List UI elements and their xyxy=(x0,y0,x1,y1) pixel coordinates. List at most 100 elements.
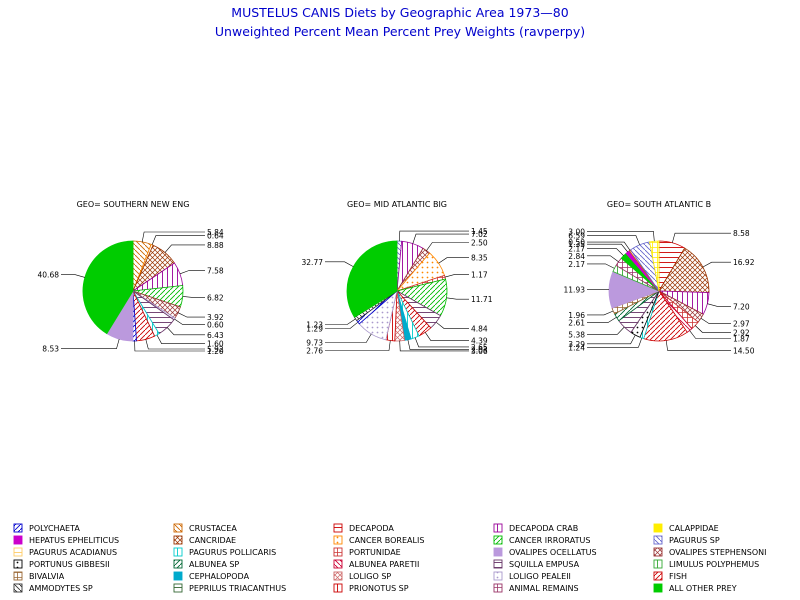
legend-swatch xyxy=(333,571,343,581)
leader-line xyxy=(424,332,469,341)
legend-label: CANCER BOREALIS xyxy=(349,536,424,545)
legend-item-albunea-sp: ALBUNEA SP xyxy=(173,559,239,569)
leader-line xyxy=(672,232,731,243)
leader-line xyxy=(164,244,205,253)
legend-swatch xyxy=(493,523,503,533)
slice-value-label: 11.71 xyxy=(471,295,493,304)
slice-value-label: 5.92 xyxy=(207,345,224,354)
leader-line xyxy=(665,340,731,351)
legend-label: PORTUNIDAE xyxy=(349,548,401,557)
legend-swatch xyxy=(493,571,503,581)
leader-line xyxy=(407,339,469,350)
leader-line xyxy=(145,339,205,350)
leader-line xyxy=(325,321,359,329)
leader-line xyxy=(174,318,205,325)
legend-label: OVALIPES STEPHENSONI xyxy=(669,548,767,557)
leader-line xyxy=(399,230,469,242)
leader-line xyxy=(414,337,469,348)
legend-label: PAGURUS ACADIANUS xyxy=(29,548,117,557)
slice-value-label: 0.50 xyxy=(568,238,585,247)
chart-title: MUSTELUS CANIS Diets by Geographic Area … xyxy=(231,5,568,20)
leader-line xyxy=(700,318,731,325)
slice-value-label: 5.38 xyxy=(568,330,585,339)
slice-value-label: 1.29 xyxy=(306,325,323,334)
legend-item-pagurus-pollicaris: PAGURUS POLLICARIS xyxy=(173,547,276,557)
legend-swatch xyxy=(653,559,663,569)
legend-label: ANIMAL REMAINS xyxy=(509,584,579,593)
leader-line xyxy=(166,327,205,336)
leader-line xyxy=(134,340,205,352)
slice-value-label: 1.96 xyxy=(568,311,585,320)
legend-item-portunidae: PORTUNIDAE xyxy=(333,547,401,557)
slice-value-label: 2.17 xyxy=(568,245,585,254)
legend-label: BIVALVIA xyxy=(29,572,65,581)
legend-swatch xyxy=(13,535,23,545)
slice-value-label: 3.00 xyxy=(568,227,585,236)
leader-line xyxy=(182,296,205,298)
slice-value-label: 11.93 xyxy=(564,285,586,294)
legend-swatch xyxy=(333,523,343,533)
leader-line xyxy=(399,340,469,352)
slice-value-label: 2.84 xyxy=(568,252,585,261)
slice-value-label: 4.39 xyxy=(471,337,488,346)
legend-swatch xyxy=(13,571,23,581)
leader-line xyxy=(412,233,469,244)
leader-line xyxy=(177,312,205,318)
legend-swatch xyxy=(493,559,503,569)
legend-label: CALAPPIDAE xyxy=(669,524,719,533)
slice-value-label: 3.06 xyxy=(471,347,488,356)
legend-label: HEPATUS EPHELITICUS xyxy=(29,536,119,545)
leader-line xyxy=(702,261,731,268)
legend-label: DECAPODA xyxy=(349,524,394,533)
legend-swatch xyxy=(333,547,343,557)
legend-label: CANCER IRRORATUS xyxy=(509,536,590,545)
legend-label: ALBUNEA SP xyxy=(189,560,239,569)
pie-label: GEO= SOUTH ATLANTIC B xyxy=(607,200,711,209)
legend-label: PAGURUS POLLICARIS xyxy=(189,548,276,557)
slice-value-label: 4.84 xyxy=(471,324,488,333)
slice-value-label: 2.65 xyxy=(471,343,488,352)
pie-2: GEO= MID ATLANTIC BIG 1.457.022.50 8.35 1.1… xyxy=(302,200,493,356)
leader-line xyxy=(435,321,469,329)
slice-value-label: 3.92 xyxy=(207,313,224,322)
slice-value-label: 7.20 xyxy=(733,302,750,311)
leader-line xyxy=(587,326,625,335)
legend-swatch xyxy=(493,535,503,545)
legend-item-prionotus-sp: PRIONOTUS SP xyxy=(333,583,409,593)
pie-label: GEO= MID ATLANTIC BIG xyxy=(347,200,447,209)
legend-label: ALBUNEA PARETII xyxy=(349,560,419,569)
legend-swatch xyxy=(333,559,343,569)
legend-item-portunus-gibbesii: PORTUNUS GIBBESII xyxy=(13,559,110,569)
slice-value-label: 8.53 xyxy=(42,345,59,354)
leader-line xyxy=(707,303,731,307)
slice-value-label: 1.24 xyxy=(568,343,585,352)
legend-swatch xyxy=(173,535,183,545)
slice-value-label: 5.84 xyxy=(207,228,224,237)
leader-line xyxy=(587,235,640,246)
leader-line xyxy=(587,243,628,253)
legend-swatch xyxy=(173,571,183,581)
legend-swatch xyxy=(13,583,23,593)
pie-label: GEO= SOUTHERN NEW ENG xyxy=(77,200,190,209)
leader-line xyxy=(61,274,85,278)
leader-line xyxy=(587,255,619,262)
legend-swatch xyxy=(653,571,663,581)
chart-subtitle: Unweighted Percent Mean Percent Prey Wei… xyxy=(215,24,585,39)
legend-item-loligo-sp: LOLIGO SP xyxy=(333,571,391,581)
legend-swatch xyxy=(173,583,183,593)
slice-value-label: 0.64 xyxy=(207,232,224,241)
slice-value-label: 2.17 xyxy=(568,260,585,269)
pie-3: GEO= SOUTH ATLANTIC B8.5816.927.202.972.… xyxy=(564,200,755,355)
legend-swatch xyxy=(333,535,343,545)
leader-line xyxy=(587,310,614,316)
slice-value-label: 9.73 xyxy=(306,339,323,348)
slice-value-label: 1.35 xyxy=(568,240,585,249)
legend-label: AMMODYTES SP xyxy=(29,584,93,593)
legend-item-limulus-polyphemus: LIMULUS POLYPHEMUS xyxy=(653,559,759,569)
slice-value-label: 14.50 xyxy=(733,346,755,355)
legend-swatch xyxy=(493,547,503,557)
legend-swatch xyxy=(173,547,183,557)
slice-value-label: 1.45 xyxy=(471,227,488,236)
leader-line xyxy=(426,242,469,251)
